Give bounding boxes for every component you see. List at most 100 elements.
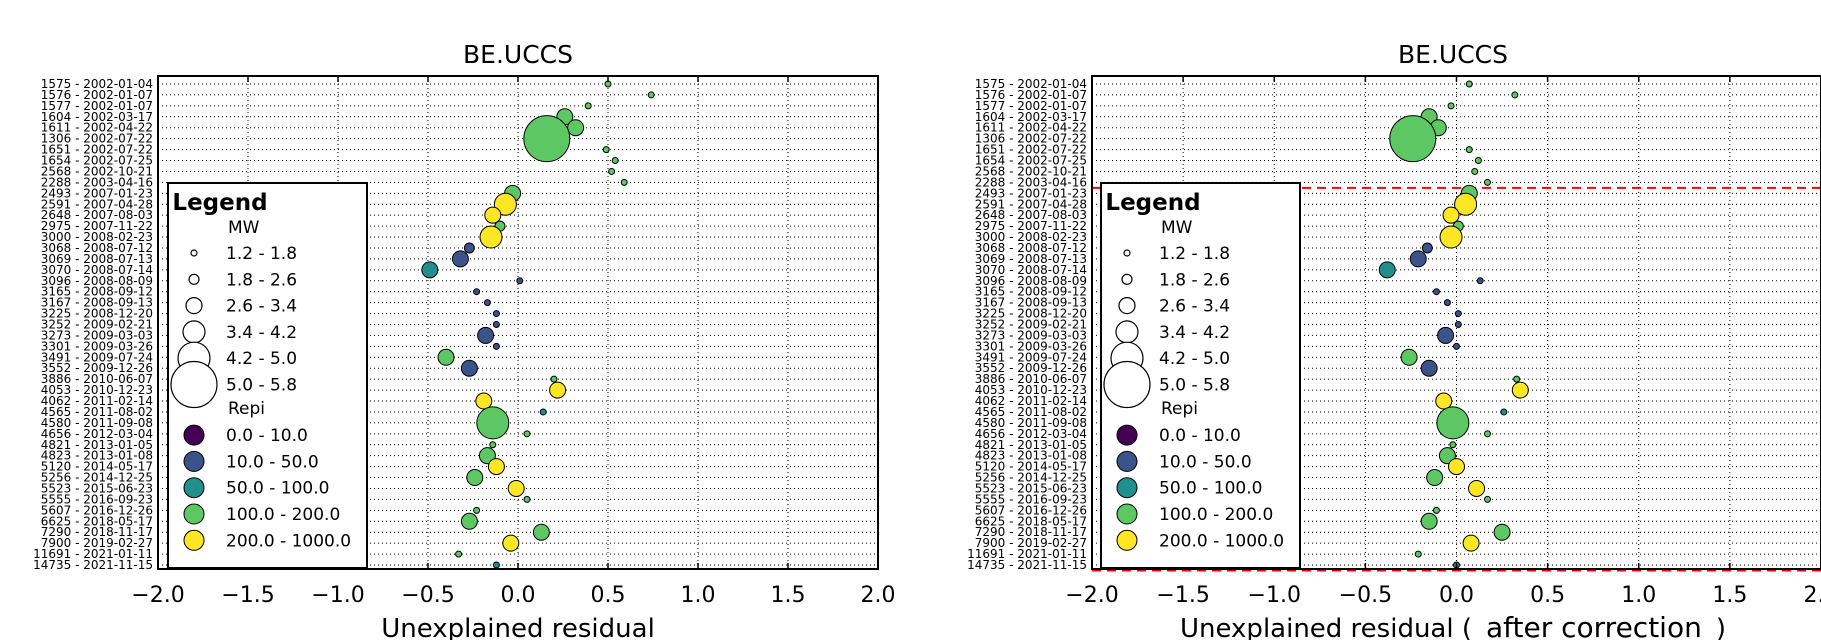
- legend-repi-title: Repi: [1161, 399, 1198, 419]
- y-tick-label: 4565 - 2011-08-02: [41, 405, 153, 419]
- data-point: [1511, 91, 1519, 99]
- legend-size-marker: [1121, 273, 1133, 285]
- y-tick-label: 2975 - 2007-11-22: [975, 219, 1087, 233]
- y-tick-label: 14735 - 2021-11-15: [33, 558, 153, 572]
- legend-size-marker: [1103, 360, 1151, 409]
- x-tick-label: −1.0: [311, 583, 364, 608]
- y-tick-label: 4062 - 2011-02-14: [41, 394, 153, 408]
- legend-size-label: 4.2 - 5.0: [226, 349, 297, 369]
- x-tick-label: −2.0: [1065, 583, 1118, 608]
- data-point: [1474, 157, 1482, 165]
- data-point: [1449, 441, 1457, 449]
- legend-color-marker: [1116, 529, 1138, 551]
- y-tick-label: 5256 - 2014-12-25: [975, 471, 1087, 485]
- legend-size-marker: [1123, 249, 1131, 257]
- data-point: [1378, 261, 1396, 279]
- data-point: [1432, 506, 1440, 514]
- y-tick-label: 3552 - 2009-12-26: [41, 361, 153, 375]
- legend-size-label: 3.4 - 4.2: [226, 323, 297, 343]
- x-tick-label: 1.5: [771, 583, 806, 608]
- data-point: [1483, 430, 1491, 438]
- data-point: [523, 495, 531, 503]
- y-tick-label: 3000 - 2008-02-23: [975, 230, 1087, 244]
- y-tick-label: 4823 - 2013-01-08: [975, 449, 1087, 463]
- y-tick-label: 2591 - 2007-04-28: [41, 197, 153, 211]
- data-point: [1442, 206, 1460, 224]
- y-tick-label: 1575 - 2002-01-04: [41, 77, 153, 91]
- data-point: [492, 342, 500, 350]
- y-tick-label: 11691 - 2021-01-11: [33, 547, 153, 561]
- data-point: [483, 299, 491, 307]
- legend-size-label: 4.2 - 5.0: [1159, 349, 1230, 369]
- y-tick-label: 4823 - 2013-01-08: [41, 449, 153, 463]
- y-tick-label: 3165 - 2008-09-12: [41, 285, 153, 299]
- y-tick-label: 3886 - 2010-06-07: [975, 372, 1087, 386]
- y-tick-label: 2493 - 2007-01-23: [41, 186, 153, 200]
- x-ticks: −2.0 −1.5 −1.0 −0.5 0.0 0.5 1.0 1.5 2.0: [131, 76, 896, 608]
- legend-color-label: 50.0 - 100.0: [226, 479, 329, 499]
- x-axis-label: Unexplained residual: [381, 614, 655, 640]
- y-tick-label: 1306 - 2002-07-22: [41, 132, 153, 146]
- y-tick-label: 3069 - 2008-07-13: [41, 252, 153, 266]
- legend-size-marker: [185, 297, 203, 315]
- y-tick-label: 3167 - 2008-09-13: [41, 296, 153, 310]
- data-point: [466, 469, 484, 487]
- y-tick-label: 4821 - 2013-01-05: [975, 438, 1087, 452]
- y-tick-label: 3070 - 2008-07-14: [41, 263, 153, 277]
- data-point: [1454, 192, 1478, 216]
- y-tick-label: 3301 - 2009-03-26: [41, 339, 153, 353]
- data-point: [1421, 242, 1433, 254]
- x-axis-label-end: ): [1716, 614, 1726, 640]
- legend-size-label: 1.2 - 1.8: [226, 244, 297, 264]
- y-tick-label: 5256 - 2014-12-25: [41, 471, 153, 485]
- legend-color-label: 200.0 - 1000.0: [226, 531, 351, 551]
- legend-size-marker: [1118, 297, 1136, 315]
- y-tick-label: 2591 - 2007-04-28: [975, 197, 1087, 211]
- x-tick-label: −0.5: [401, 583, 454, 608]
- x-tick-label: −1.5: [1156, 583, 1209, 608]
- data-point: [1438, 447, 1456, 465]
- data-point: [1500, 408, 1508, 416]
- legend-color-label: 0.0 - 10.0: [1159, 426, 1241, 446]
- y-tick-label: 5120 - 2014-05-17: [41, 460, 153, 474]
- data-point: [1420, 359, 1438, 377]
- data-point: [1389, 115, 1437, 163]
- data-point: [532, 523, 550, 541]
- x-tick-label: 2.0: [861, 583, 896, 608]
- legend-color-label: 100.0 - 200.0: [1159, 505, 1273, 525]
- y-tick-label: 3070 - 2008-07-14: [975, 263, 1087, 277]
- x-ticks: −2.0 −1.5 −1.0 −0.5 0.0 0.5 1.0 1.5 2.0: [1065, 76, 1821, 608]
- legend-color-marker: [1116, 424, 1138, 446]
- y-tick-label: 6625 - 2018-05-17: [41, 514, 153, 528]
- x-axis-label-start: Unexplained residual (: [1180, 614, 1472, 640]
- y-tick-label: 4656 - 2012-03-04: [41, 427, 153, 441]
- y-tick-label: 5555 - 2016-09-23: [975, 492, 1087, 506]
- legend-color-label: 50.0 - 100.0: [1159, 479, 1262, 499]
- legend-size-label: 1.2 - 1.8: [1159, 244, 1230, 264]
- legend-mw-title: MW: [228, 218, 260, 238]
- y-tick-label: 2648 - 2007-08-03: [41, 208, 153, 222]
- data-point: [460, 359, 478, 377]
- legend-mw-title: MW: [1161, 218, 1193, 238]
- y-tick-label: 3069 - 2008-07-13: [975, 252, 1087, 266]
- y-tick-label: 5607 - 2016-12-26: [41, 503, 153, 517]
- data-point: [421, 261, 439, 279]
- y-tick-label: 7290 - 2018-11-17: [41, 525, 153, 539]
- data-point: [1436, 406, 1470, 440]
- y-tick-label: 11691 - 2021-01-11: [967, 547, 1087, 561]
- x-tick-label: −1.0: [1248, 583, 1301, 608]
- y-tick-label: 1577 - 2002-01-07: [975, 99, 1087, 113]
- y-tick-label: 3273 - 2009-03-03: [975, 328, 1087, 342]
- x-tick-label: 0.0: [501, 583, 536, 608]
- y-tick-label: 1576 - 2002-01-07: [41, 88, 153, 102]
- data-point: [507, 479, 525, 497]
- legend-title: Legend: [1105, 190, 1200, 216]
- data-point: [492, 561, 500, 569]
- y-tick-label: 14735 - 2021-11-15: [967, 558, 1087, 572]
- data-point: [437, 348, 455, 366]
- x-tick-label: −0.5: [1339, 583, 1392, 608]
- y-tick-label: 3068 - 2008-07-12: [975, 241, 1087, 255]
